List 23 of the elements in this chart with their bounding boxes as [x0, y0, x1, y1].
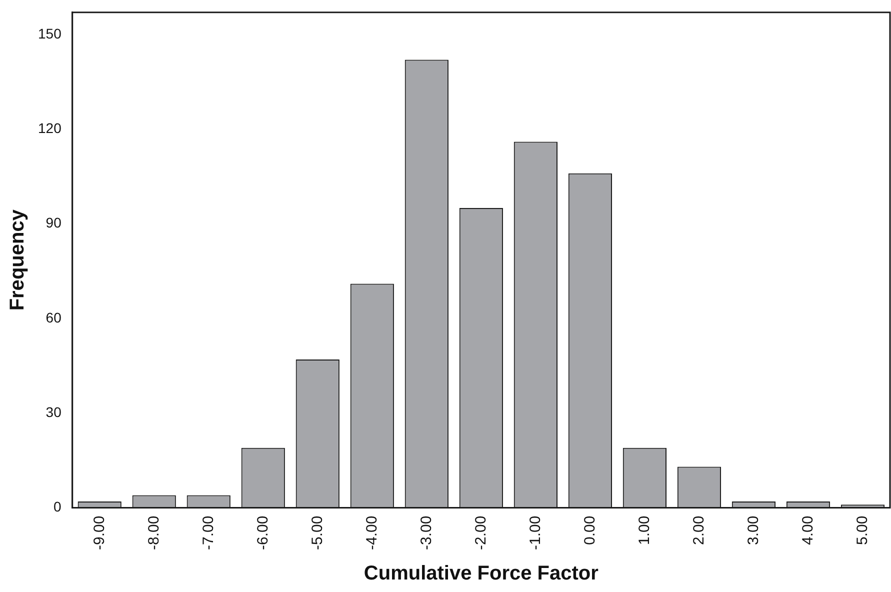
x-tick-label: -7.00	[200, 516, 217, 550]
x-tick-label: 3.00	[744, 516, 762, 546]
x-tick-label: 4.00	[799, 516, 816, 546]
y-tick-label: 120	[38, 120, 62, 136]
x-tick-label: -4.00	[363, 516, 380, 550]
y-tick-label: 90	[46, 214, 62, 231]
x-tick-label: -8.00	[145, 516, 162, 550]
x-tick-label: -1.00	[526, 516, 544, 550]
x-tick-label: 0.00	[581, 516, 598, 546]
x-tick-label: -2.00	[472, 516, 490, 550]
y-axis-title: Frequency	[6, 208, 29, 311]
y-tick-label: 0	[54, 498, 62, 515]
x-tick-label: -6.00	[254, 516, 272, 550]
x-tick-label: 2.00	[690, 516, 708, 546]
x-tick-label: 1.00	[636, 516, 653, 546]
y-tick-label: 150	[38, 25, 62, 42]
x-tick-label: -9.00	[90, 516, 108, 550]
x-axis-title: Cumulative Force Factor	[364, 562, 599, 585]
x-tick-label: -5.00	[308, 516, 326, 550]
x-tick-label: 5.00	[854, 516, 871, 546]
y-tick-label: 60	[46, 309, 62, 326]
y-tick-label: 30	[46, 404, 62, 420]
x-tick-label: -3.00	[418, 516, 435, 550]
